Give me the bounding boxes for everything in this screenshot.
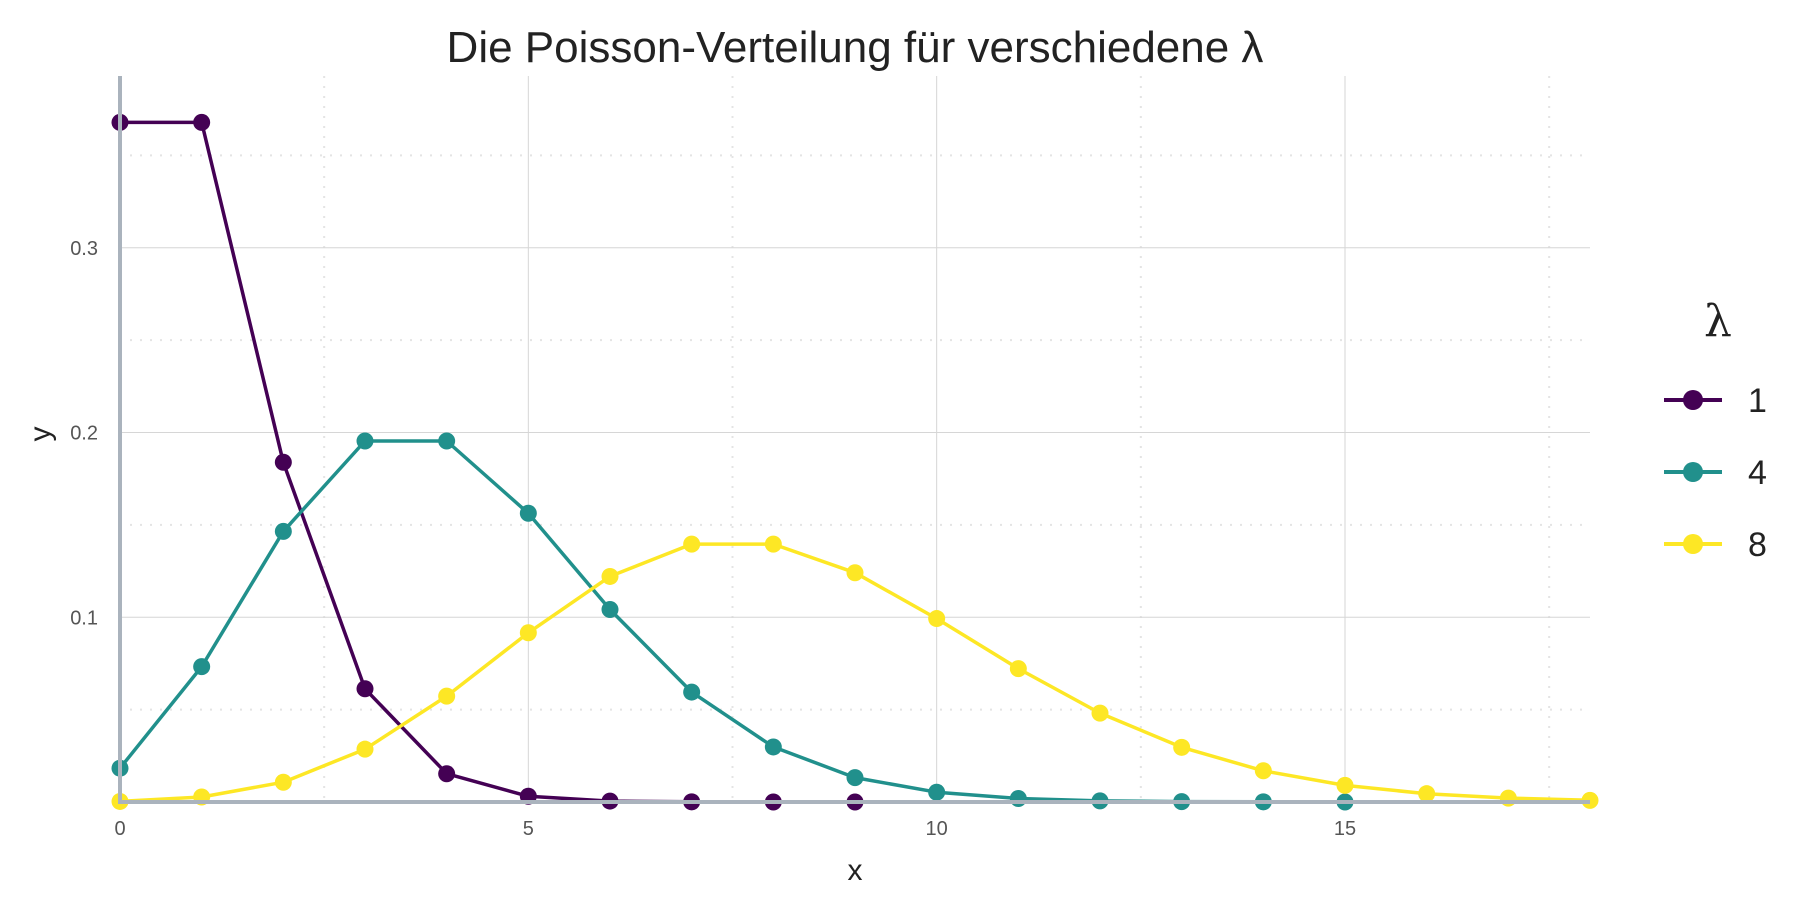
chart-title: Die Poisson-Verteilung für verschiedene … xyxy=(447,23,1264,72)
data-point xyxy=(1091,704,1109,722)
series-1 xyxy=(111,113,864,811)
data-point xyxy=(438,432,456,450)
data-point xyxy=(1336,776,1354,794)
legend-marker xyxy=(1683,390,1703,410)
legend-item: 8 xyxy=(1664,526,1767,564)
data-point xyxy=(274,453,292,471)
series-8 xyxy=(111,535,1599,810)
data-point xyxy=(1009,789,1027,807)
data-point xyxy=(274,522,292,540)
legend-items: 1 4 8 xyxy=(1664,382,1767,564)
x-tick-label: 15 xyxy=(1334,818,1356,840)
data-point xyxy=(601,601,619,619)
series-layer xyxy=(111,113,1599,811)
data-point xyxy=(764,535,782,553)
data-point xyxy=(764,738,782,756)
x-axis-title: x xyxy=(848,854,863,887)
y-tick-label: 0.3 xyxy=(70,238,98,260)
data-point xyxy=(274,773,292,791)
data-point xyxy=(683,683,701,701)
data-point xyxy=(928,610,946,628)
legend-label: 8 xyxy=(1748,526,1767,564)
legend-label: 4 xyxy=(1748,454,1767,492)
x-tick-label: 10 xyxy=(926,818,948,840)
series-line xyxy=(120,120,855,804)
x-tick-labels: 0 5 10 15 xyxy=(114,818,1356,840)
data-point xyxy=(683,535,701,553)
data-point xyxy=(1009,660,1027,678)
data-point xyxy=(193,113,211,131)
series-4 xyxy=(111,432,1354,811)
x-tick-label: 0 xyxy=(114,818,125,840)
data-point xyxy=(356,680,374,698)
y-axis-title: y xyxy=(24,427,57,442)
legend-marker xyxy=(1683,462,1703,482)
data-point xyxy=(519,504,537,522)
legend-label: 1 xyxy=(1748,382,1767,420)
y-tick-label: 0.1 xyxy=(70,607,98,629)
series-line xyxy=(119,542,1591,804)
data-point xyxy=(1499,789,1517,807)
data-point xyxy=(1418,785,1436,803)
y-tick-labels: 0.1 0.2 0.3 xyxy=(70,238,98,629)
grid xyxy=(120,76,1590,802)
legend-item: 1 xyxy=(1664,382,1767,420)
legend-title: λ xyxy=(1704,296,1732,347)
data-point xyxy=(356,432,374,450)
data-point xyxy=(1173,738,1191,756)
data-point xyxy=(1254,762,1272,780)
legend-item: 4 xyxy=(1664,454,1767,492)
data-point xyxy=(846,769,864,787)
data-point xyxy=(438,765,456,783)
data-point xyxy=(601,567,619,585)
x-tick-label: 5 xyxy=(523,818,534,840)
legend: λ 1 4 8 xyxy=(1664,296,1767,564)
data-point xyxy=(356,740,374,758)
y-tick-label: 0.2 xyxy=(70,423,98,445)
legend-marker xyxy=(1683,534,1703,554)
data-point xyxy=(438,687,456,705)
data-point xyxy=(928,783,946,801)
data-point xyxy=(193,658,211,676)
axes xyxy=(118,76,1590,804)
data-point xyxy=(846,564,864,582)
data-point xyxy=(519,624,537,642)
